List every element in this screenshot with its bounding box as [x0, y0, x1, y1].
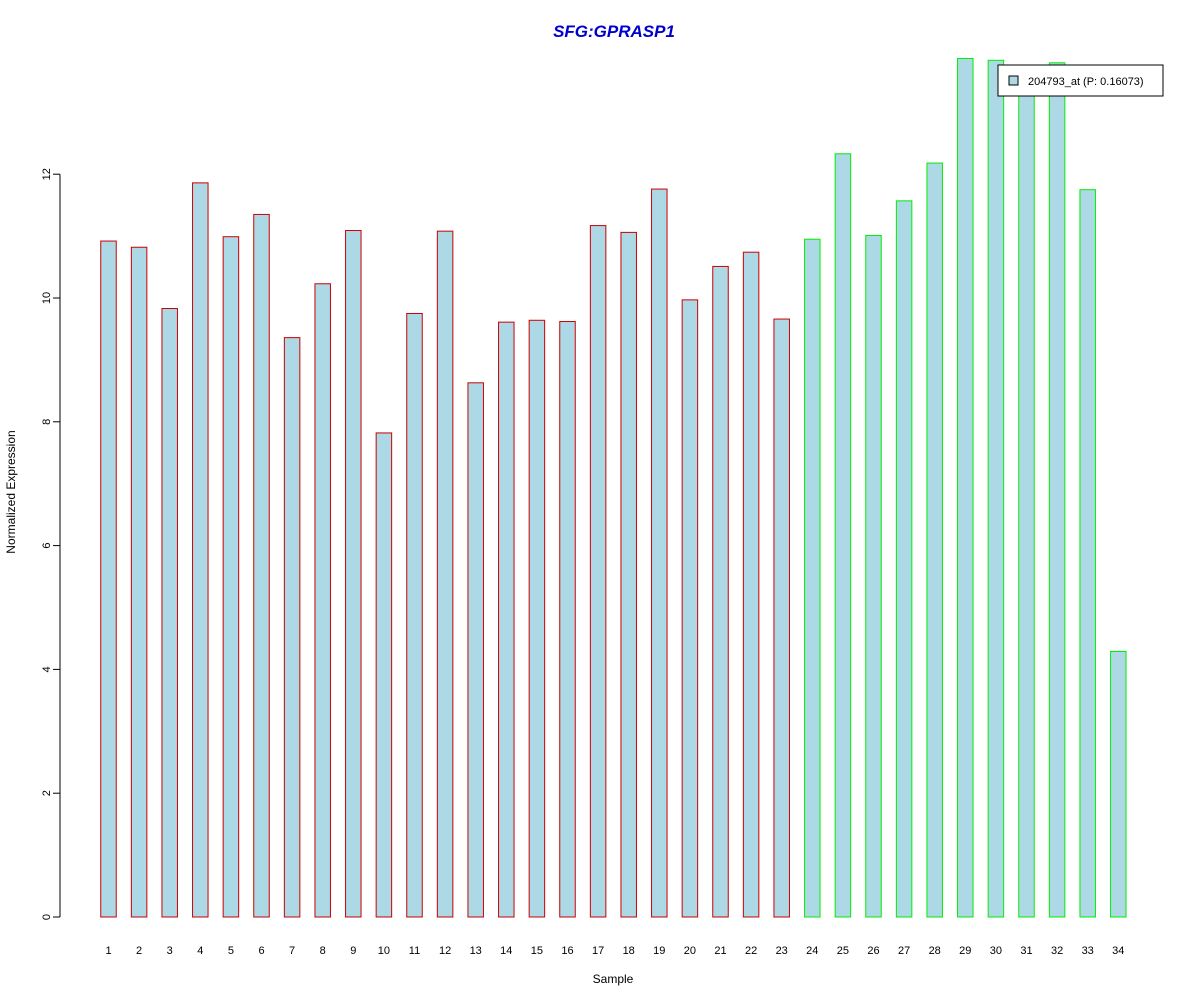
x-tick-label: 33 — [1082, 945, 1094, 957]
bar-sample-23 — [773, 318, 790, 918]
x-axis-label: Sample — [593, 972, 634, 986]
x-tick-label: 29 — [959, 945, 971, 957]
x-tick-label: 6 — [258, 945, 264, 957]
bar-sample-20 — [681, 299, 699, 918]
x-tick-label: 4 — [197, 945, 203, 957]
x-tick-label: 26 — [867, 945, 879, 957]
bar-sample-14 — [498, 321, 515, 918]
y-axis: 0 2 4 6 8 10 12 — [41, 168, 61, 920]
x-tick-label: 7 — [289, 945, 295, 957]
x-tick-label: 25 — [837, 945, 849, 957]
x-tick-label: 14 — [500, 945, 512, 957]
x-tick-label: 16 — [561, 945, 573, 957]
x-tick-label: 5 — [228, 945, 234, 957]
bar-sample-1 — [100, 240, 117, 918]
x-tick-label: 8 — [320, 945, 326, 957]
x-tick-label: 13 — [470, 945, 482, 957]
bar-sample-12 — [436, 230, 454, 918]
bar-sample-21 — [712, 265, 729, 918]
x-tick-label: 12 — [439, 945, 451, 957]
y-axis-label: Normalized Expression — [4, 430, 18, 553]
bar-sample-15 — [528, 319, 546, 918]
x-tick-label: 3 — [167, 945, 173, 957]
x-tick-label: 22 — [745, 945, 757, 957]
x-tick-label: 23 — [776, 945, 788, 957]
x-tick-label: 30 — [990, 945, 1002, 957]
x-tick-label: 24 — [806, 945, 818, 957]
x-tick-label: 9 — [350, 945, 356, 957]
x-tick-label: 19 — [653, 945, 665, 957]
x-tick-label: 10 — [378, 945, 390, 957]
legend-entry-label: 204793_at (P: 0.16073) — [1028, 76, 1144, 88]
bar-sample-13 — [467, 382, 484, 918]
bar-sample-31 — [1018, 80, 1035, 918]
bar-sample-17 — [589, 225, 607, 918]
bar-sample-4 — [192, 182, 209, 918]
bar-sample-24 — [804, 238, 821, 918]
x-tick-label: 21 — [714, 945, 726, 957]
x-tick-label: 1 — [105, 945, 111, 957]
bar-sample-10 — [375, 432, 393, 918]
bar-sample-8 — [314, 283, 331, 918]
bar-sample-18 — [620, 231, 637, 918]
bar-sample-19 — [651, 188, 668, 918]
bar-sample-2 — [130, 246, 148, 918]
x-tick-label: 18 — [623, 945, 635, 957]
bar-sample-7 — [283, 337, 301, 918]
y-tick-label: 10 — [41, 292, 53, 304]
x-tick-label: 32 — [1051, 945, 1063, 957]
bar-sample-29 — [957, 57, 974, 918]
x-axis: 1 2 3 4 5 6 7 8 9 10 11 12 13 14 15 16 17 18 19 20 21 22 23 24 2… — [105, 945, 1124, 957]
x-tick-label: 2 — [136, 945, 142, 957]
bar-sample-6 — [253, 213, 270, 918]
y-tick-label: 12 — [41, 168, 53, 180]
bar-sample-33 — [1079, 189, 1096, 918]
bar-sample-28 — [926, 162, 943, 918]
legend-box — [997, 64, 1164, 97]
bar-sample-16 — [559, 321, 576, 918]
bar-sample-9 — [345, 230, 362, 918]
x-tick-label: 17 — [592, 945, 604, 957]
bar-sample-5 — [222, 236, 240, 918]
x-tick-label: 20 — [684, 945, 696, 957]
y-tick-label: 0 — [41, 914, 53, 920]
bar-sample-11 — [406, 312, 423, 918]
bar-sample-34 — [1110, 650, 1127, 918]
bar-sample-25 — [834, 153, 852, 918]
y-tick-label: 2 — [41, 790, 53, 796]
bar-sample-22 — [742, 251, 760, 918]
x-tick-label: 31 — [1020, 945, 1032, 957]
bar-sample-3 — [161, 308, 178, 918]
chart-title: SFG:GPRASP1 — [553, 22, 675, 41]
bar-sample-27 — [895, 200, 913, 918]
x-tick-label: 15 — [531, 945, 543, 957]
x-tick-label: 34 — [1112, 945, 1124, 957]
x-tick-label: 27 — [898, 945, 910, 957]
bar-series — [100, 57, 1127, 918]
legend: 204793_at (P: 0.16073) — [997, 64, 1164, 97]
y-tick-label: 6 — [41, 543, 53, 549]
x-tick-label: 11 — [409, 945, 420, 957]
bar-sample-30 — [987, 59, 1005, 918]
y-tick-label: 4 — [41, 666, 53, 672]
bar-sample-26 — [865, 234, 882, 918]
x-tick-label: 28 — [929, 945, 941, 957]
y-tick-label: 8 — [41, 419, 53, 425]
bar-sample-32 — [1048, 62, 1066, 918]
legend-swatch — [1008, 75, 1019, 86]
